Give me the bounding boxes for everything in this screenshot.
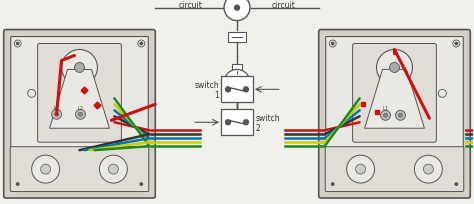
Circle shape: [138, 181, 145, 188]
Circle shape: [376, 50, 412, 86]
Circle shape: [75, 110, 85, 120]
FancyBboxPatch shape: [37, 44, 121, 143]
Text: switch
2: switch 2: [256, 113, 281, 132]
Circle shape: [17, 43, 19, 45]
Circle shape: [455, 43, 457, 45]
Circle shape: [356, 164, 365, 174]
Circle shape: [390, 63, 400, 73]
Circle shape: [395, 111, 405, 121]
Circle shape: [346, 155, 374, 183]
Circle shape: [244, 88, 248, 92]
Circle shape: [41, 164, 51, 174]
FancyBboxPatch shape: [4, 30, 155, 198]
FancyBboxPatch shape: [325, 147, 464, 192]
Polygon shape: [365, 70, 424, 129]
FancyBboxPatch shape: [326, 37, 463, 191]
FancyBboxPatch shape: [221, 110, 253, 135]
Circle shape: [329, 41, 336, 48]
FancyBboxPatch shape: [319, 30, 470, 198]
Circle shape: [74, 63, 84, 73]
Circle shape: [100, 155, 128, 183]
FancyBboxPatch shape: [353, 44, 437, 143]
Text: L1: L1: [383, 106, 388, 111]
Circle shape: [399, 114, 402, 118]
Circle shape: [14, 181, 21, 188]
Circle shape: [383, 114, 388, 118]
FancyBboxPatch shape: [228, 32, 246, 42]
Circle shape: [138, 41, 145, 48]
Text: switch
1: switch 1: [194, 80, 219, 100]
Circle shape: [331, 183, 334, 185]
Circle shape: [17, 183, 19, 185]
FancyBboxPatch shape: [232, 65, 242, 72]
Text: circuit: circuit: [178, 1, 202, 10]
FancyBboxPatch shape: [10, 147, 149, 192]
Circle shape: [62, 50, 98, 86]
Circle shape: [226, 120, 230, 125]
FancyBboxPatch shape: [11, 37, 148, 191]
Circle shape: [79, 113, 82, 117]
Circle shape: [140, 183, 143, 185]
Text: circuit: circuit: [272, 1, 296, 10]
Circle shape: [52, 110, 62, 120]
Polygon shape: [50, 70, 109, 129]
Circle shape: [453, 181, 460, 188]
Circle shape: [438, 90, 447, 98]
Circle shape: [32, 155, 60, 183]
Circle shape: [381, 111, 391, 121]
Circle shape: [329, 181, 336, 188]
Circle shape: [423, 164, 433, 174]
Circle shape: [244, 120, 248, 125]
Circle shape: [224, 0, 250, 21]
Circle shape: [331, 43, 334, 45]
Circle shape: [414, 155, 442, 183]
Circle shape: [140, 43, 143, 45]
Text: L2: L2: [78, 106, 83, 111]
Circle shape: [453, 41, 460, 48]
FancyBboxPatch shape: [221, 77, 253, 103]
Circle shape: [224, 70, 250, 96]
Text: L1: L1: [54, 106, 59, 111]
Circle shape: [455, 183, 457, 185]
Circle shape: [55, 113, 59, 117]
Circle shape: [226, 88, 230, 92]
Circle shape: [14, 41, 21, 48]
Circle shape: [109, 164, 118, 174]
Circle shape: [27, 90, 36, 98]
Circle shape: [235, 6, 239, 11]
